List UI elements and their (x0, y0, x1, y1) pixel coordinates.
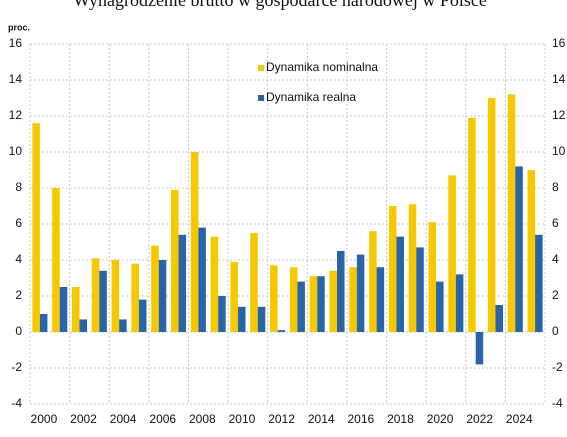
y-tick-label: 14 (9, 72, 23, 86)
bar (396, 236, 404, 332)
bar (495, 305, 504, 332)
bar (329, 270, 338, 332)
y2-tick-label: 4 (552, 252, 559, 266)
bar (138, 299, 147, 332)
y-tick-label: 6 (15, 216, 22, 230)
x-tick-label: 2024 (506, 412, 533, 426)
bar (39, 314, 48, 332)
legend-label: Dynamika nominalna (266, 60, 378, 74)
bar (91, 258, 100, 332)
x-tick-label: 2010 (229, 412, 256, 426)
bar (171, 189, 179, 332)
bar (297, 281, 305, 332)
x-tick-label: 2020 (427, 412, 454, 426)
bar (198, 227, 206, 332)
y2-tick-label: -2 (552, 360, 563, 374)
bar (277, 330, 286, 332)
x-tick-label: 2006 (149, 412, 176, 426)
bar (190, 152, 199, 332)
bar (289, 267, 298, 332)
bar (428, 222, 437, 332)
bar (487, 98, 496, 332)
bar (309, 276, 318, 332)
y-tick-label: 12 (9, 108, 23, 122)
bar (210, 236, 219, 332)
bar (408, 204, 417, 332)
bar (416, 247, 424, 332)
bar (507, 94, 516, 333)
legend-swatch (258, 95, 264, 101)
bar (32, 123, 40, 332)
bar (237, 306, 246, 332)
bar (388, 206, 397, 332)
bar (535, 234, 543, 332)
bar (475, 332, 484, 365)
y2-tick-label: 2 (552, 288, 559, 302)
bar (317, 276, 325, 332)
y2-tick-label: 16 (552, 36, 566, 50)
bar (369, 231, 377, 332)
y2-tick-label: 14 (552, 72, 566, 86)
x-tick-label: 2016 (347, 412, 374, 426)
y-tick-label: 4 (15, 252, 22, 266)
y-tick-label: 2 (15, 288, 22, 302)
bar (158, 260, 167, 332)
bar (349, 267, 357, 332)
y2-tick-label: 6 (552, 216, 559, 230)
bar (527, 170, 536, 332)
legend-swatch (258, 65, 264, 71)
y-tick-label: 8 (15, 180, 22, 194)
y2-tick-label: 12 (552, 108, 566, 122)
bar (79, 319, 88, 332)
bar (455, 274, 464, 332)
bar (250, 233, 258, 332)
y2-tick-label: 0 (552, 324, 559, 338)
y2-tick-label: 10 (552, 144, 566, 158)
legend-label: Dynamika realna (266, 90, 356, 104)
x-tick-label: 2012 (268, 412, 295, 426)
chart-title: Wynagrodzenie brutto w gospodarce narodo… (73, 0, 487, 10)
bar (119, 319, 127, 332)
bar (218, 296, 226, 332)
bar (111, 260, 120, 332)
bar (337, 251, 345, 332)
bar (59, 287, 68, 332)
bar (376, 267, 385, 332)
y2-tick-label: 8 (552, 180, 559, 194)
bar (257, 306, 266, 332)
x-tick-label: 2008 (189, 412, 216, 426)
y-tick-label: -2 (11, 360, 22, 374)
x-tick-label: 2002 (70, 412, 97, 426)
y-tick-label: 10 (9, 144, 23, 158)
y-tick-label: 0 (15, 324, 22, 338)
bar (356, 254, 365, 332)
bar (131, 263, 139, 332)
x-tick-label: 2022 (466, 412, 493, 426)
bar (52, 188, 60, 332)
bar (468, 117, 476, 332)
y-tick-label: 16 (9, 36, 23, 50)
bar (99, 270, 107, 332)
x-tick-label: 2000 (31, 412, 58, 426)
bar (448, 175, 456, 332)
bar (436, 281, 444, 332)
bar (151, 245, 159, 332)
x-tick-label: 2004 (110, 412, 137, 426)
x-tick-label: 2014 (308, 412, 335, 426)
bar (515, 166, 523, 332)
y-tick-label: -4 (11, 396, 22, 410)
bar (178, 234, 187, 332)
bar (230, 261, 238, 332)
bar (270, 265, 278, 332)
y2-tick-label: -4 (552, 396, 563, 410)
y-axis-label: proc. (8, 22, 30, 32)
bar (71, 287, 80, 332)
x-tick-label: 2018 (387, 412, 414, 426)
